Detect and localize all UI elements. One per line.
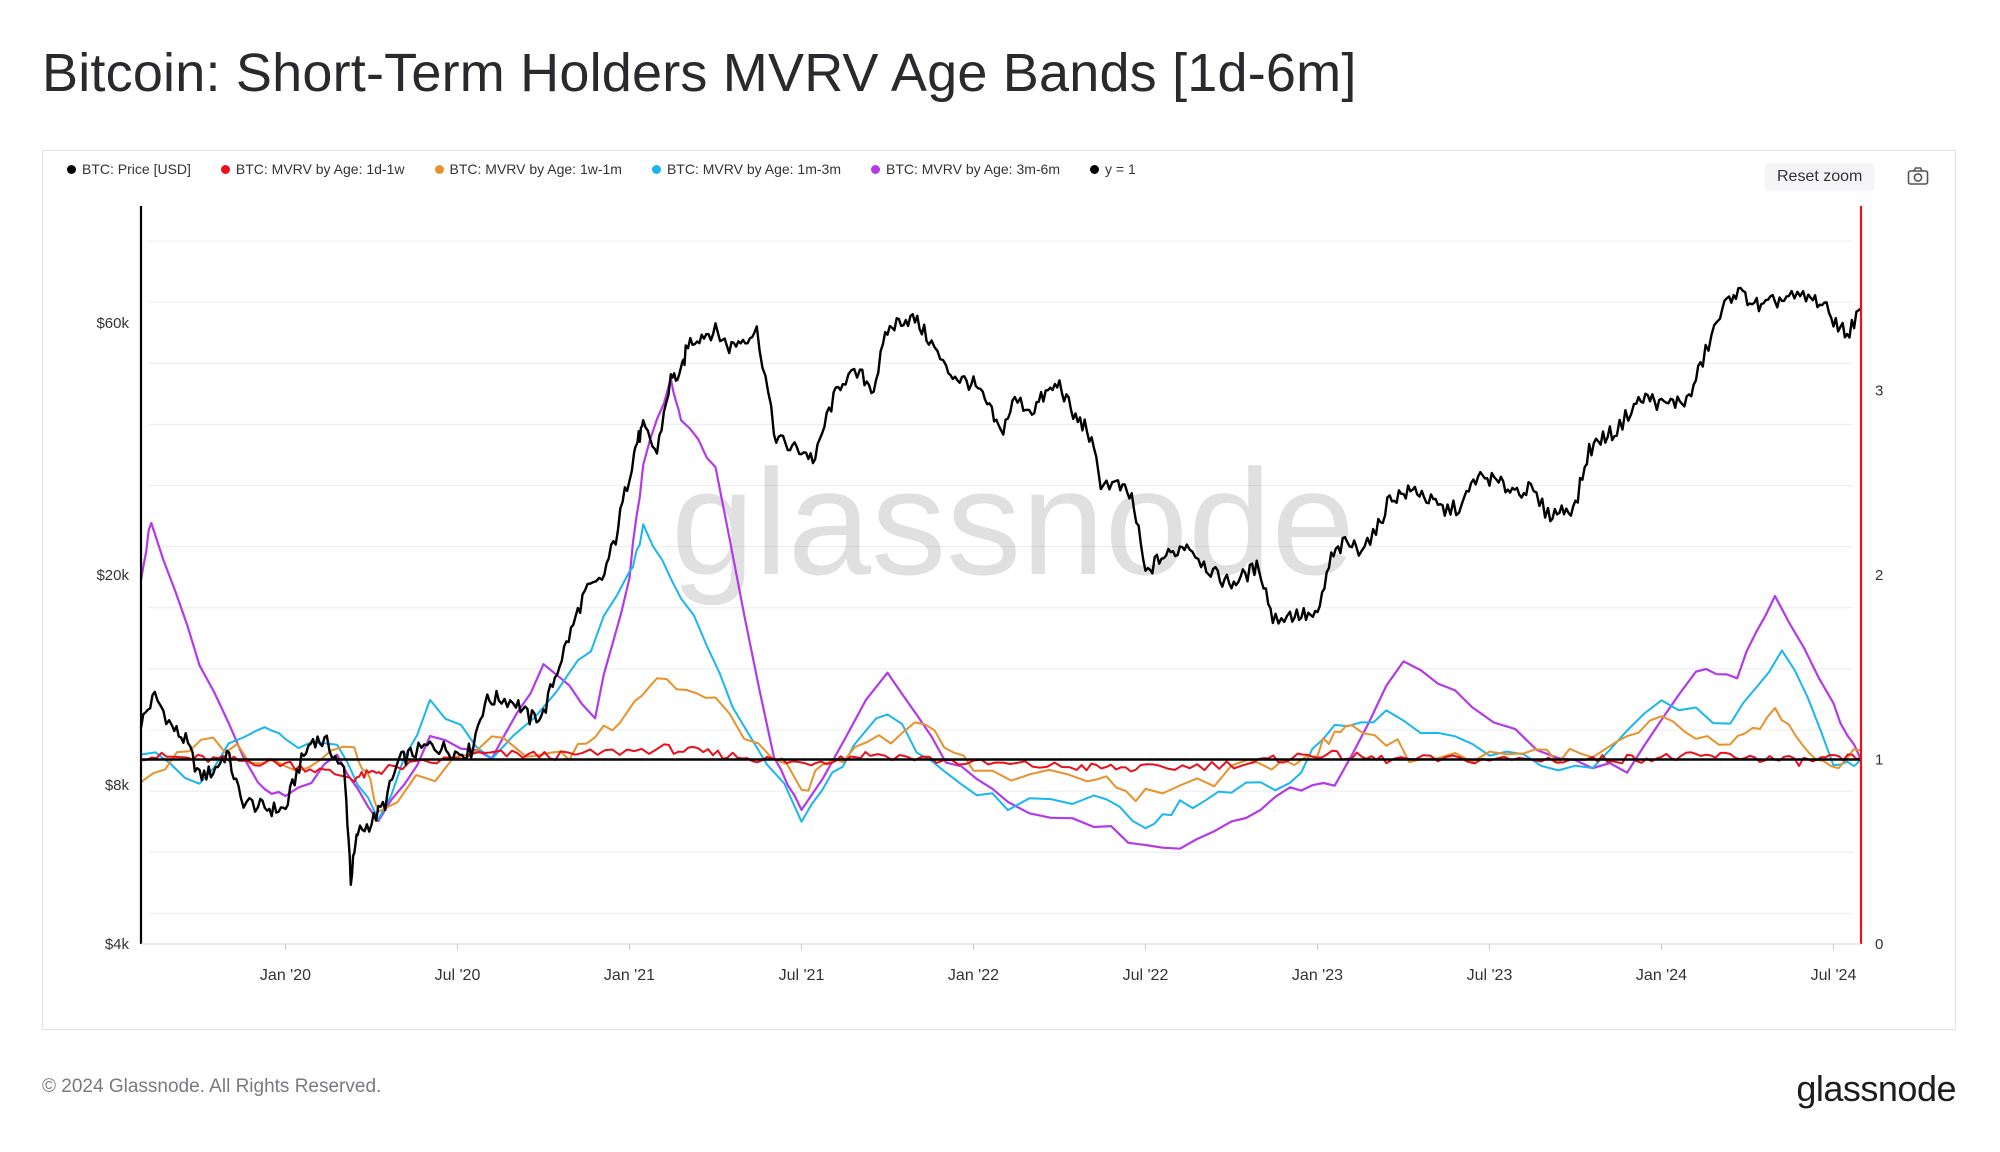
chart-svg: glassnode Jan '20 Jul '20 Jan '21 Jul '21 Ja… xyxy=(96,206,1883,984)
camera-icon[interactable] xyxy=(1907,166,1929,186)
legend-item-y1[interactable]: y = 1 xyxy=(1090,161,1136,177)
x-tick-label: Jul '23 xyxy=(1467,967,1513,984)
y-right-tick-label: 3 xyxy=(1875,383,1883,400)
legend-item-1d-1w[interactable]: BTC: MVRV by Age: 1d-1w xyxy=(220,161,405,177)
legend-item-1w-1m[interactable]: BTC: MVRV by Age: 1w-1m xyxy=(434,161,622,177)
legend-dot xyxy=(1090,164,1099,174)
x-tick-label: Jan '21 xyxy=(604,967,655,984)
series-mvrv-1w-1m[interactable] xyxy=(140,677,1862,813)
legend-dot xyxy=(870,164,880,174)
chart-frame: BTC: Price [USD] BTC: MVRV by Age: 1d-1w… xyxy=(42,150,1956,1030)
legend-dot xyxy=(220,164,230,174)
x-tick-label: Jul '21 xyxy=(779,967,825,984)
x-tick-label: Jan '24 xyxy=(1636,967,1687,984)
y-left-tick-label: $4k xyxy=(105,936,130,953)
legend-item-3m-6m[interactable]: BTC: MVRV by Age: 3m-6m xyxy=(870,161,1060,177)
y-left-tick-label: $60k xyxy=(96,315,129,332)
watermark: glassnode xyxy=(671,438,1355,606)
series-price[interactable] xyxy=(139,286,1862,886)
legend: BTC: Price [USD] BTC: MVRV by Age: 1d-1w… xyxy=(67,161,1136,177)
legend-item-1m-3m[interactable]: BTC: MVRV by Age: 1m-3m xyxy=(651,161,841,177)
x-tick-label: Jan '22 xyxy=(948,967,999,984)
y-left-tick-label: $8k xyxy=(105,777,130,794)
legend-label: BTC: Price [USD] xyxy=(82,161,191,177)
legend-label: BTC: MVRV by Age: 1m-3m xyxy=(666,161,841,177)
legend-label: y = 1 xyxy=(1105,161,1136,177)
series-mvrv-3m-6m[interactable] xyxy=(139,377,1862,850)
y-right-tick-label: 0 xyxy=(1875,936,1883,953)
legend-dot xyxy=(434,164,444,174)
series-layer xyxy=(139,286,1862,886)
y-right-tick-label: 1 xyxy=(1875,752,1883,769)
legend-label: BTC: MVRV by Age: 3m-6m xyxy=(885,161,1060,177)
legend-label: BTC: MVRV by Age: 1w-1m xyxy=(449,161,622,177)
x-tick-label: Jul '24 xyxy=(1811,967,1857,984)
copyright: © 2024 Glassnode. All Rights Reserved. xyxy=(42,1076,382,1097)
footer-logo[interactable]: glassnode xyxy=(1796,1068,1956,1109)
x-tick-label: Jan '23 xyxy=(1292,967,1343,984)
x-tick-label: Jan '20 xyxy=(260,967,311,984)
ticks-layer: Jan '20 Jul '20 Jan '21 Jul '21 Jan '22 Jul '… xyxy=(96,315,1883,984)
series-mvrv-1m-3m[interactable] xyxy=(140,523,1862,830)
page-title: Bitcoin: Short-Term Holders MVRV Age Ban… xyxy=(42,43,1357,103)
grid-lines xyxy=(149,240,1853,914)
x-tick-label: Jul '22 xyxy=(1123,967,1169,984)
legend-dot xyxy=(651,164,661,174)
y-left-tick-label: $20k xyxy=(96,567,129,584)
reset-zoom-button[interactable]: Reset zoom xyxy=(1765,163,1875,191)
legend-label: BTC: MVRV by Age: 1d-1w xyxy=(235,161,405,177)
x-tick-label: Jul '20 xyxy=(435,967,481,984)
y-right-tick-label: 2 xyxy=(1875,567,1883,584)
axes-layer xyxy=(139,206,1863,945)
legend-dot xyxy=(67,164,76,174)
legend-item-price[interactable]: BTC: Price [USD] xyxy=(67,161,191,177)
